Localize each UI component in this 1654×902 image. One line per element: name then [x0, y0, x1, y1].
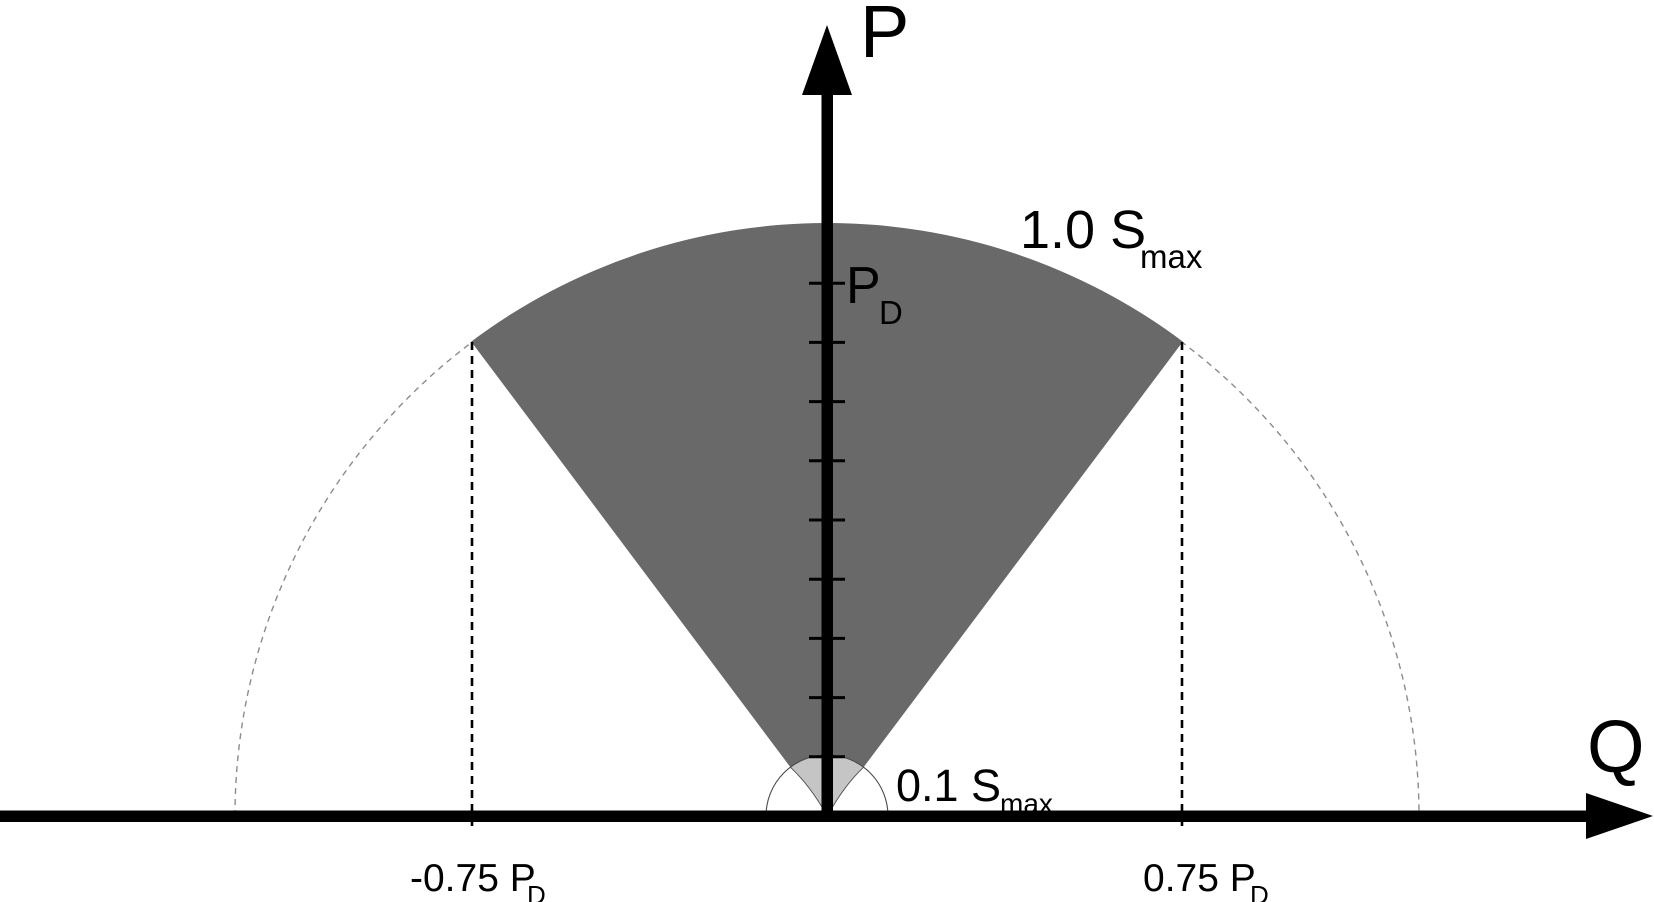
inner-s-label-main: 0.1 S [896, 760, 1001, 811]
p-axis-label: P [860, 0, 909, 73]
q-axis-arrowhead [1586, 793, 1653, 839]
outer-s-label-sub: max [1140, 238, 1203, 275]
neg-q-tick-label-main: -0.75 P [410, 857, 536, 900]
pos-q-tick-label-main: 0.75 P [1143, 857, 1256, 900]
p-axis-arrowhead [802, 25, 852, 95]
rated-power-label-main: P [846, 257, 881, 315]
rated-power-label-sub: D [879, 294, 903, 331]
neg-q-tick-label-sub: D [527, 880, 546, 902]
q-axis-label: Q [1587, 705, 1645, 788]
inner-s-label: 0.1 S max [896, 760, 1053, 819]
p-axis-line [821, 90, 833, 822]
neg-q-tick-label: -0.75 P D [410, 857, 546, 902]
outer-s-label: 1.0 S max [1020, 200, 1203, 275]
q-axis-line [0, 810, 1588, 822]
pos-q-tick-label: 0.75 P D [1143, 857, 1269, 902]
outer-s-label-main: 1.0 S [1020, 200, 1146, 260]
rated-power-label: P D [846, 257, 903, 331]
pos-q-tick-label-sub: D [1250, 880, 1269, 902]
inner-s-label-sub: max [1000, 788, 1053, 819]
